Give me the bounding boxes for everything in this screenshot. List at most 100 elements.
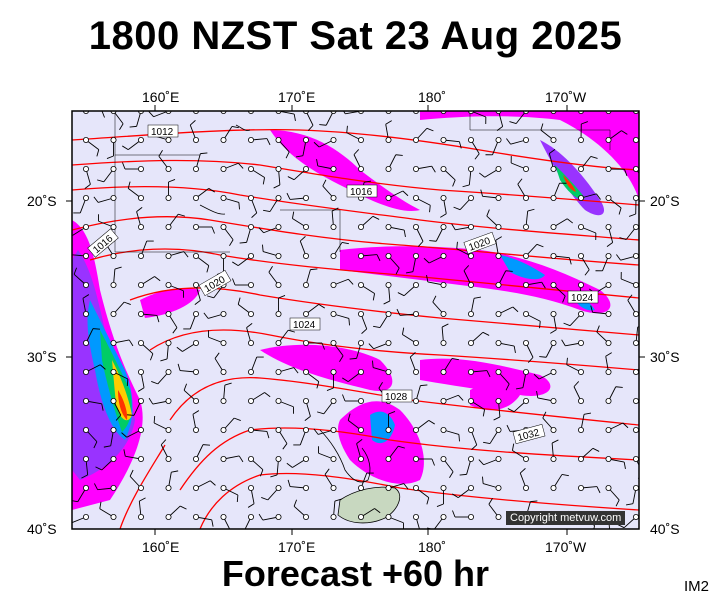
wind-barb [137,339,154,361]
isobar-label: 1024 [571,293,594,304]
wind-barb [126,397,144,416]
lat-labels-left: 20˚S 30˚S 40˚S [27,193,57,537]
wind-barb [467,331,490,346]
wind-barb [220,125,239,143]
wind-barb [318,446,337,462]
wind-barb [517,178,530,201]
wind-barb [82,294,90,317]
wind-barb [275,295,286,317]
wind-barb [633,398,639,404]
lat-label: 30˚S [27,349,57,365]
wind-barb [385,483,409,491]
wind-barb [385,514,404,529]
wind-barb [412,455,435,466]
wind-barb [110,368,129,387]
wind-barb [578,412,592,433]
wind-barb [192,514,214,527]
wind-barb [99,501,117,521]
wind-barb [247,426,270,439]
wind-barb [385,411,396,433]
wind-barb [357,472,374,491]
wind-barb [261,484,282,501]
wind-barb [158,150,172,172]
wind-barb [429,223,447,242]
image-code: IM2 [683,578,709,595]
wind-barb [98,214,117,230]
wind-barb [633,111,639,114]
wind-barb [192,187,215,201]
wind-barb [495,368,510,391]
wind-barb [627,294,639,317]
lon-labels-bottom: 160˚E 170˚E 180˚ 170˚W [142,539,587,555]
wind-barb [412,223,424,247]
wind-barb [633,326,639,346]
wind-barb [397,281,419,297]
wind-barb [412,419,435,433]
wind-barb [563,310,585,327]
wind-barb [523,243,544,259]
wind-barb [330,498,342,521]
wind-barb [330,207,339,230]
wind-barb [628,195,639,217]
lat-label: 40˚S [27,521,57,537]
wind-barb [237,297,254,317]
lon-label: 170˚W [545,89,587,105]
wind-barb [540,123,557,143]
wind-barb [405,252,419,274]
rain-areas [72,111,639,510]
wind-barb [137,310,160,323]
wind-barb [83,397,104,411]
wind-barb [550,218,574,230]
copyright-label: Copyright metvuw.com [506,511,626,525]
wind-barb [220,417,241,433]
wind-barb [412,484,430,505]
wind-barb [507,397,530,413]
wind-barb [122,162,144,172]
wind-barb [326,368,337,391]
wind-barb [324,468,337,491]
wind-barb [467,426,478,450]
wind-barb [123,449,144,462]
wind-barb [605,223,614,247]
wind-barb [137,276,161,288]
wind-barb [590,305,612,317]
wind-barb [385,223,406,238]
lat-label: 30˚S [650,349,680,365]
wind-barb [148,397,172,405]
wind-barb [462,165,474,188]
wind-barb [302,368,320,389]
wind-barb [440,323,449,346]
wind-barb [83,426,98,449]
lon-label: 170˚W [545,539,587,555]
wind-barb [165,251,189,259]
wind-barb [232,252,254,267]
wind-barb [342,368,364,383]
wind-barb [440,357,459,375]
wind-barb [93,483,117,491]
wind-barb [246,323,254,346]
wind-barb [137,497,146,521]
wind-barb [605,165,628,177]
wind-barb [165,281,184,298]
wind-barb [353,149,364,172]
wind-barb [515,368,530,390]
wind-barb [95,455,117,471]
lon-label: 180˚ [418,89,446,105]
wind-barb [383,281,392,305]
wind-barb [511,443,530,462]
wind-barb [463,265,474,288]
wind-barb [232,278,254,288]
wind-barb [275,397,294,414]
wind-barb [275,367,299,375]
wind-barb [385,154,403,172]
wind-barb [160,339,172,362]
wind-barb [330,339,344,362]
wind-barb [495,236,502,259]
wind-barb [426,274,447,288]
wind-barb [550,310,557,334]
wind-barb [385,120,392,143]
wind-barb [293,499,309,521]
wind-barb [263,194,282,213]
lat-labels-right: 20˚S 30˚S 40˚S [650,193,680,537]
wind-barb [110,266,122,288]
